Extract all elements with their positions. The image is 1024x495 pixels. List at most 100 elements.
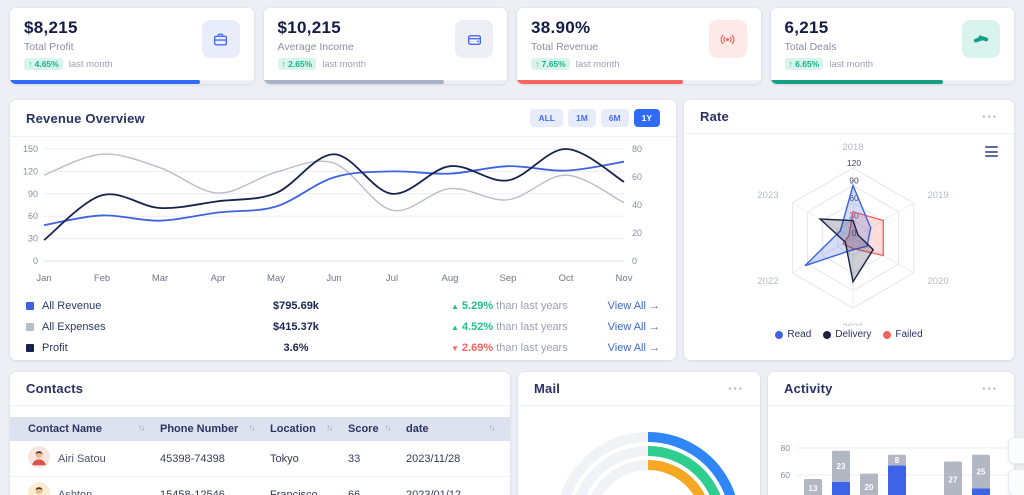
sort-icon[interactable]: ↑↓ [384, 423, 391, 432]
svg-text:40: 40 [632, 200, 642, 210]
stat-card-text: 6,215 Total Deals ↑ 6.65% last month [784, 18, 873, 70]
sort-icon[interactable]: ↑↓ [326, 423, 333, 432]
sort-icon[interactable]: ↑↓ [488, 423, 495, 432]
stat-progress-bar [517, 80, 761, 84]
svg-text:Jul: Jul [386, 273, 398, 284]
series-value: $415.37k [273, 320, 319, 333]
radar-legend: Read Delivery Failed [684, 329, 1014, 340]
contact-date: 2023/01/12 [406, 476, 510, 495]
view-all-link[interactable]: View All → [607, 320, 660, 333]
contact-location: Tokyo [270, 441, 348, 477]
rate-menu-icon[interactable]: ··· [982, 109, 998, 124]
mail-menu-icon[interactable]: ··· [728, 381, 744, 396]
stat-delta: ↑ 4.65% last month [24, 58, 113, 70]
revenue-legend-row: All Expenses $415.37k ▲ 4.52% than last yea… [26, 316, 660, 337]
stats-row: $8,215 Total Profit ↑ 4.65% last month $10,2… [10, 8, 1014, 84]
range-button-6m[interactable]: 6M [600, 109, 629, 127]
range-button-1y[interactable]: 1Y [633, 109, 660, 127]
svg-text:2022: 2022 [757, 276, 778, 287]
stat-value: 38.90% [531, 18, 591, 37]
stat-card-main: $8,215 Total Profit ↑ 4.65% last month [10, 8, 254, 70]
svg-text:Jun: Jun [326, 273, 341, 284]
activity-title: Activity [784, 381, 833, 396]
stat-label: Total Deals [784, 41, 837, 53]
svg-text:120: 120 [23, 166, 38, 176]
delta-suffix: last month [575, 58, 620, 70]
svg-text:25: 25 [977, 468, 986, 477]
radar-legend-item-read[interactable]: Read [775, 329, 811, 340]
contact-row[interactable]: Airi Satou 45398-74398 Tokyo 33 2023/11/28 [10, 441, 510, 477]
avatar [28, 446, 50, 468]
svg-text:Sep: Sep [500, 273, 517, 284]
svg-text:13: 13 [809, 484, 818, 493]
chart-menu-icon[interactable] [985, 146, 998, 157]
delta-suffix: last month [322, 58, 367, 70]
svg-text:20: 20 [632, 228, 642, 238]
series-label: All Revenue [26, 300, 226, 312]
svg-text:150: 150 [23, 144, 38, 154]
stat-label: Average Income [277, 41, 354, 53]
contacts-table: Contact Name ↑↓ Phone Number ↑↓ Location ↑↓ Sc… [10, 417, 510, 495]
svg-text:0: 0 [852, 228, 857, 238]
svg-text:2023: 2023 [757, 190, 778, 201]
sort-icon[interactable]: ↑↓ [248, 423, 255, 432]
series-delta: ▼ 2.69% than last years [451, 341, 568, 354]
contacts-title: Contacts [26, 381, 84, 396]
stat-value: $8,215 [24, 18, 78, 37]
contact-score: 33 [348, 441, 406, 477]
radar-legend-item-delivery[interactable]: Delivery [823, 329, 871, 340]
series-label: Profit [26, 342, 226, 354]
floating-widget [1008, 437, 1024, 495]
column-header-location[interactable]: Location ↑↓ [270, 417, 348, 441]
avatar [28, 482, 50, 495]
mail-card-header: Mail ··· [518, 372, 760, 406]
svg-text:2018: 2018 [842, 142, 863, 153]
contact-row[interactable]: Ashton 15458-12546 Francisco 66 2023/01/12 [10, 476, 510, 495]
svg-text:2021: 2021 [842, 322, 863, 326]
activity-card-header: Activity ··· [768, 372, 1014, 406]
revenue-line-chart: 0 30 60 90 120 150 0 20 40 60 80 Jan Feb Mar Apr May Jun… [23, 144, 642, 284]
radar-legend-item-failed[interactable]: Failed [883, 329, 923, 340]
svg-text:60: 60 [781, 470, 791, 480]
contact-phone: 15458-12546 [160, 476, 270, 495]
contact-location: Francisco [270, 476, 348, 495]
svg-text:Feb: Feb [94, 273, 110, 284]
stat-card-main: 6,215 Total Deals ↑ 6.65% last month [771, 8, 1015, 70]
stat-card-main: 38.90% Total Revenue ↑ 7.65% last month [517, 8, 761, 70]
svg-text:80: 80 [632, 144, 642, 154]
svg-text:Apr: Apr [211, 273, 226, 284]
svg-text:90: 90 [849, 176, 859, 186]
contacts-card-header: Contacts [10, 372, 510, 406]
activity-menu-icon[interactable]: ··· [982, 381, 998, 396]
mid-row: Revenue Overview ALL 1M 6M 1Y 0 30 60 90 120 150… [10, 100, 1014, 360]
column-header-date[interactable]: date ↑↓ [406, 417, 510, 441]
stat-card-main: $10,215 Average Income ↑ 2.65% last month [264, 8, 508, 70]
svg-text:60: 60 [632, 172, 642, 182]
svg-text:Aug: Aug [442, 273, 459, 284]
stat-value: 6,215 [784, 18, 829, 37]
svg-text:Oct: Oct [559, 273, 574, 284]
revenue-card: Revenue Overview ALL 1M 6M 1Y 0 30 60 90 120 150… [10, 100, 676, 360]
avatar [28, 482, 50, 495]
stat-value: $10,215 [277, 18, 342, 37]
range-button-all[interactable]: ALL [530, 109, 563, 127]
column-header-contact-name[interactable]: Contact Name ↑↓ [10, 417, 160, 441]
svg-text:60: 60 [28, 211, 38, 221]
stat-card: $8,215 Total Profit ↑ 4.65% last month [10, 8, 254, 84]
rate-title: Rate [700, 109, 729, 124]
range-button-1m[interactable]: 1M [567, 109, 596, 127]
contacts-card: Contacts Contact Name ↑↓ Phone Number ↑↓ Loc… [10, 372, 510, 495]
view-all-link[interactable]: View All → [607, 341, 660, 354]
contact-name: Airi Satou [58, 452, 106, 465]
view-all-link[interactable]: View All → [607, 299, 660, 312]
svg-text:0: 0 [632, 256, 637, 266]
column-header-phone-number[interactable]: Phone Number ↑↓ [160, 417, 270, 441]
svg-text:May: May [267, 273, 285, 284]
column-header-score[interactable]: Score ↑↓ [348, 417, 406, 441]
floating-widget-button[interactable] [1008, 469, 1024, 495]
floating-widget-button[interactable] [1008, 437, 1024, 464]
stat-label: Total Revenue [531, 41, 599, 53]
delta-suffix: last month [68, 58, 113, 70]
sort-icon[interactable]: ↑↓ [138, 423, 145, 432]
briefcase-icon [201, 20, 240, 58]
